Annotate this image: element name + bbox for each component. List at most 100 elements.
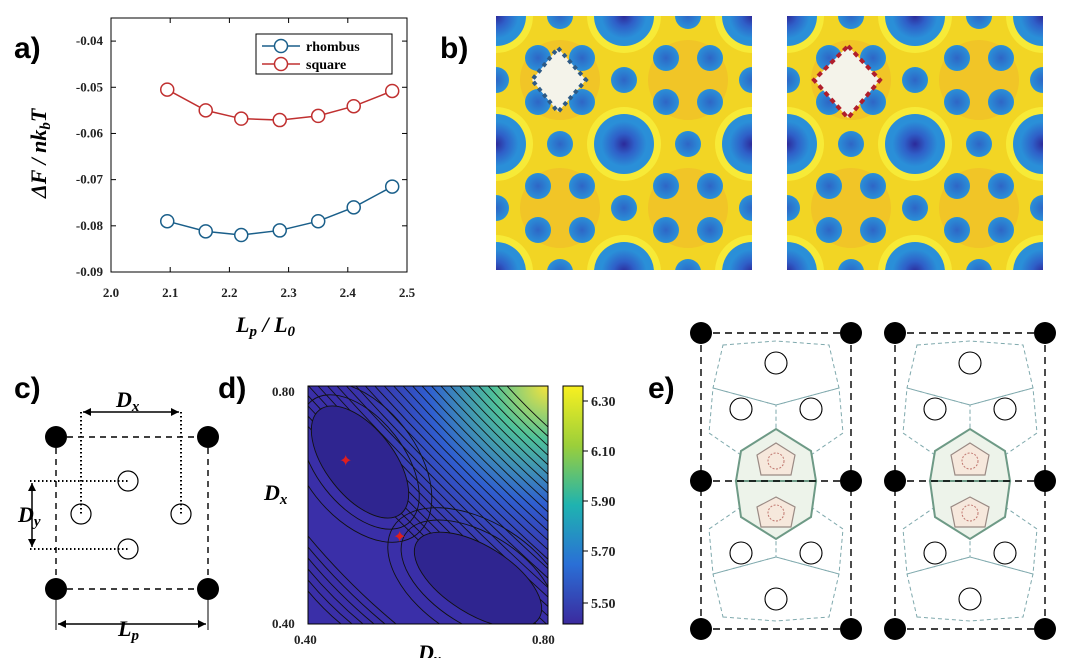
contour-line bbox=[459, 386, 548, 475]
particle-site bbox=[923, 541, 947, 565]
particle-site bbox=[923, 397, 947, 421]
density-map-right bbox=[787, 16, 1043, 270]
density-spot bbox=[787, 67, 800, 93]
minimum-marker: ✦ bbox=[339, 451, 352, 470]
contour-line bbox=[308, 394, 420, 530]
schematic-c: Dx Dy Lp bbox=[17, 387, 219, 644]
contour-line bbox=[506, 386, 548, 428]
saddle-marker: ✦ bbox=[393, 527, 406, 546]
density-spot bbox=[594, 242, 654, 270]
colorbar-tick: 5.50 bbox=[591, 597, 616, 612]
density-spot bbox=[496, 67, 509, 93]
density-spot bbox=[525, 217, 551, 243]
contour-line bbox=[487, 386, 548, 447]
density-spot bbox=[860, 217, 886, 243]
particle-site bbox=[764, 587, 788, 611]
legend-square-marker bbox=[273, 56, 289, 72]
density-spot bbox=[787, 195, 800, 221]
density-spot bbox=[966, 259, 992, 270]
data-point-square bbox=[272, 112, 287, 128]
y-tick-label: -0.09 bbox=[76, 264, 104, 279]
contour-line bbox=[497, 386, 548, 437]
density-spot bbox=[902, 195, 928, 221]
density-spot bbox=[697, 89, 723, 115]
contour-line bbox=[308, 425, 507, 624]
contour-line bbox=[308, 535, 397, 624]
chart-a-y-ticks: -0.04 -0.05 -0.06 -0.07 -0.08 -0.09 bbox=[76, 33, 407, 279]
y-tick-label: -0.04 bbox=[76, 33, 104, 48]
density-spot bbox=[885, 242, 945, 270]
density-spot bbox=[902, 67, 928, 93]
contour-line bbox=[383, 386, 548, 551]
colorbar-tick: 5.70 bbox=[591, 545, 616, 560]
legend-rhombus-label: rhombus bbox=[306, 40, 360, 55]
density-spot bbox=[860, 173, 886, 199]
density-map-left bbox=[496, 16, 752, 270]
density-spot bbox=[988, 217, 1014, 243]
data-point-rhombus bbox=[310, 213, 326, 229]
data-point-rhombus bbox=[272, 223, 287, 238]
density-spot bbox=[496, 195, 509, 221]
lattice-node bbox=[690, 470, 712, 492]
contour-line bbox=[308, 568, 364, 624]
particle-site bbox=[70, 503, 92, 525]
x-tick-label: 2.5 bbox=[399, 285, 416, 300]
density-spot bbox=[722, 114, 752, 174]
d-xtick-left: 0.40 bbox=[294, 632, 317, 647]
particle-site bbox=[958, 351, 982, 375]
density-spot bbox=[697, 45, 723, 71]
data-point-square bbox=[384, 83, 400, 99]
density-spot bbox=[653, 89, 679, 115]
particle-site bbox=[117, 470, 139, 492]
density-spot bbox=[787, 242, 817, 270]
chart-a-frame bbox=[110, 17, 408, 273]
density-spot bbox=[739, 67, 752, 93]
chart-a-x-ticks: 2.0 2.1 2.2 2.3 2.4 2.5 bbox=[103, 18, 416, 300]
contour-line bbox=[468, 386, 548, 466]
data-point-square bbox=[233, 111, 249, 126]
density-spot bbox=[675, 131, 701, 157]
density-spot bbox=[838, 259, 864, 270]
contour-line bbox=[346, 386, 548, 588]
density-spot bbox=[944, 89, 970, 115]
x-tick-label: 2.4 bbox=[340, 285, 357, 300]
density-spot bbox=[838, 131, 864, 157]
particle-site bbox=[958, 587, 982, 611]
legend-square-label: square bbox=[306, 58, 346, 73]
d-xlabel: Dy bbox=[417, 640, 441, 658]
data-point-square bbox=[198, 103, 213, 118]
tiling-diagrams-e bbox=[690, 322, 1056, 640]
density-spot bbox=[697, 217, 723, 243]
contour-line bbox=[440, 386, 548, 494]
colorbar-tick: 6.30 bbox=[591, 395, 616, 410]
data-point-rhombus bbox=[198, 224, 213, 239]
contour-line bbox=[364, 386, 548, 570]
contour-line bbox=[308, 386, 433, 543]
density-spot bbox=[816, 217, 842, 243]
chart-a-legend: rhombus square bbox=[255, 33, 393, 75]
y-tick-label: -0.08 bbox=[76, 218, 104, 233]
chart-a-xlabel: Lp / L0 bbox=[235, 312, 296, 340]
y-tick-label: -0.07 bbox=[76, 172, 104, 187]
density-spot bbox=[966, 16, 992, 29]
density-spot bbox=[594, 114, 654, 174]
density-spot bbox=[816, 173, 842, 199]
contour-line bbox=[431, 386, 548, 503]
lattice-node bbox=[840, 322, 862, 344]
legend-rhombus-marker bbox=[273, 38, 289, 54]
panel-label-e: e) bbox=[648, 372, 675, 405]
lattice-node bbox=[1034, 470, 1056, 492]
dx-label: Dx bbox=[115, 387, 140, 415]
particle-site bbox=[799, 541, 823, 565]
density-spot bbox=[988, 89, 1014, 115]
panel-label-d: d) bbox=[218, 372, 246, 405]
lattice-node bbox=[884, 470, 906, 492]
d-ytick-top: 0.80 bbox=[272, 384, 295, 399]
density-spot bbox=[739, 195, 752, 221]
lattice-node bbox=[690, 618, 712, 640]
density-spot bbox=[653, 45, 679, 71]
density-spot bbox=[496, 242, 526, 270]
contour-line bbox=[400, 519, 548, 624]
lattice-node bbox=[197, 426, 219, 448]
data-point-rhombus bbox=[159, 213, 175, 229]
